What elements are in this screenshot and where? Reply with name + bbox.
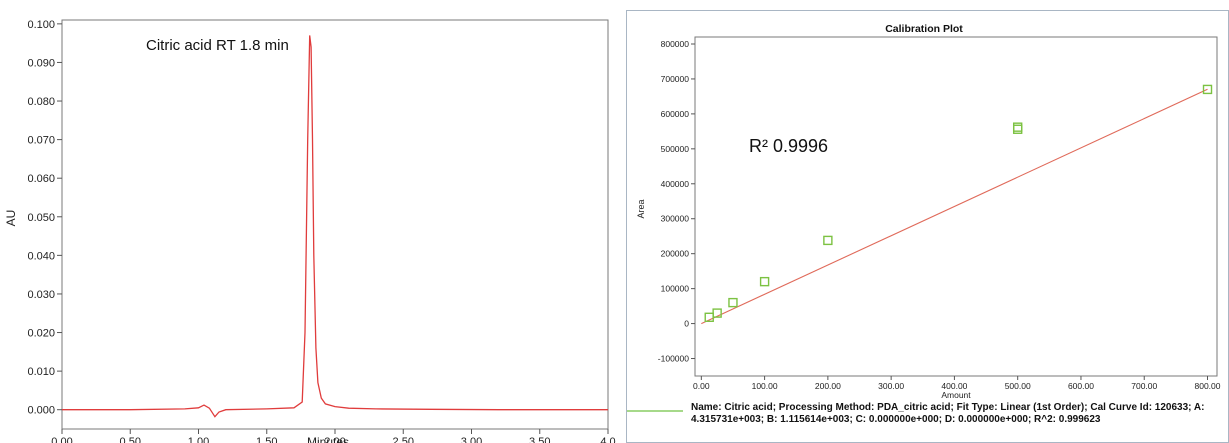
calibration-point <box>1012 122 1023 132</box>
y-tick-label: 0.090 <box>27 57 55 69</box>
y-tick-label: 0.080 <box>27 96 55 108</box>
y-tick-label: 0.050 <box>27 212 55 224</box>
calibration-y-axis: -100000 0 100000 200000 300000 400000 500000 60… <box>658 39 695 364</box>
chromatogram-y-axis: 0.000 0.010 0.020 0.030 0.040 0.050 0.060 0.070… <box>27 19 62 417</box>
y-tick-label: 0.040 <box>27 250 55 262</box>
calibration-point <box>759 276 770 287</box>
x-tick-label: 800.00 <box>1195 381 1221 391</box>
calibration-point <box>1202 84 1213 95</box>
y-tick-label: 0.030 <box>27 289 55 301</box>
y-tick-label: 0.100 <box>27 19 55 31</box>
y-tick-label: 0.000 <box>27 405 55 417</box>
calibration-panel: Calibration Plot -100000 0 100000 200000 300… <box>626 10 1229 443</box>
x-tick-label: 0.00 <box>693 381 710 391</box>
x-tick-label: 700.00 <box>1131 381 1157 391</box>
chromatogram-panel: 0.000 0.010 0.020 0.030 0.040 0.050 0.060 0.070… <box>4 18 616 443</box>
y-tick-label: -100000 <box>658 354 689 364</box>
calibration-title: Calibration Plot <box>885 23 963 35</box>
y-tick-label: 800000 <box>661 39 690 49</box>
calibration-x-axis-label: Amount <box>941 390 971 400</box>
calibration-point <box>712 308 722 318</box>
calibration-points <box>704 84 1213 322</box>
x-tick-label: 3.50 <box>529 436 550 443</box>
chromatogram-trace <box>62 35 608 418</box>
x-tick-label: 100.00 <box>752 381 778 391</box>
y-tick-label: 500000 <box>661 144 690 154</box>
x-tick-label: 300.00 <box>878 381 904 391</box>
chromatogram-chart: 0.000 0.010 0.020 0.030 0.040 0.050 0.060 0.070… <box>4 19 616 443</box>
chromatogram-annotation: Citric acid RT 1.8 min <box>146 37 289 54</box>
x-tick-label: 1.00 <box>188 436 209 443</box>
chromatogram-x-axis-label: Minutes <box>307 435 349 443</box>
x-tick-label: 1.50 <box>256 436 277 443</box>
chromatogram-plot-area <box>61 19 609 430</box>
y-tick-label: 0.010 <box>27 366 55 378</box>
calibration-fit-line <box>701 88 1208 325</box>
y-tick-label: 0 <box>684 319 689 329</box>
calibration-chart: Calibration Plot -100000 0 100000 200000 300… <box>627 23 1221 425</box>
x-tick-label: 200.00 <box>815 381 841 391</box>
x-tick-label: 2.00 <box>324 436 345 443</box>
calibration-annotation: R² 0.9996 <box>749 136 828 156</box>
chromatogram-x-axis: 0.00 0.50 1.00 1.50 2.00 2.50 3.00 3.50 4.0 <box>51 429 616 443</box>
x-tick-label: 4.0 <box>600 436 615 443</box>
calibration-legend: Name: Citric acid; Processing Method: PD… <box>691 402 1205 425</box>
x-tick-label: 3.00 <box>461 436 482 443</box>
calibration-point <box>728 297 738 308</box>
calibration-point <box>823 235 833 246</box>
y-tick-label: 0.070 <box>27 135 55 147</box>
x-tick-label: 400.00 <box>941 381 967 391</box>
x-tick-label: 0.00 <box>51 436 72 443</box>
y-tick-label: 100000 <box>661 284 690 294</box>
chromatogram-y-axis-label: AU <box>4 210 18 227</box>
y-tick-label: 700000 <box>661 74 690 84</box>
x-tick-label: 500.00 <box>1005 381 1031 391</box>
y-tick-label: 0.020 <box>27 328 55 340</box>
calibration-x-axis: 0.00 100.00 200.00 300.00 400.00 500.00 600.00… <box>693 376 1221 391</box>
calibration-plot-area <box>694 36 1218 377</box>
y-tick-label: 200000 <box>661 249 690 259</box>
calibration-legend-text: Name: Citric acid; Processing Method: PD… <box>691 402 1205 425</box>
y-tick-label: 400000 <box>661 179 690 189</box>
y-tick-label: 300000 <box>661 214 690 224</box>
x-tick-label: 2.50 <box>393 436 414 443</box>
x-tick-label: 600.00 <box>1068 381 1094 391</box>
y-tick-label: 600000 <box>661 109 690 119</box>
x-tick-label: 0.50 <box>120 436 141 443</box>
y-tick-label: 0.060 <box>27 173 55 185</box>
calibration-y-axis-label: Area <box>636 199 646 218</box>
